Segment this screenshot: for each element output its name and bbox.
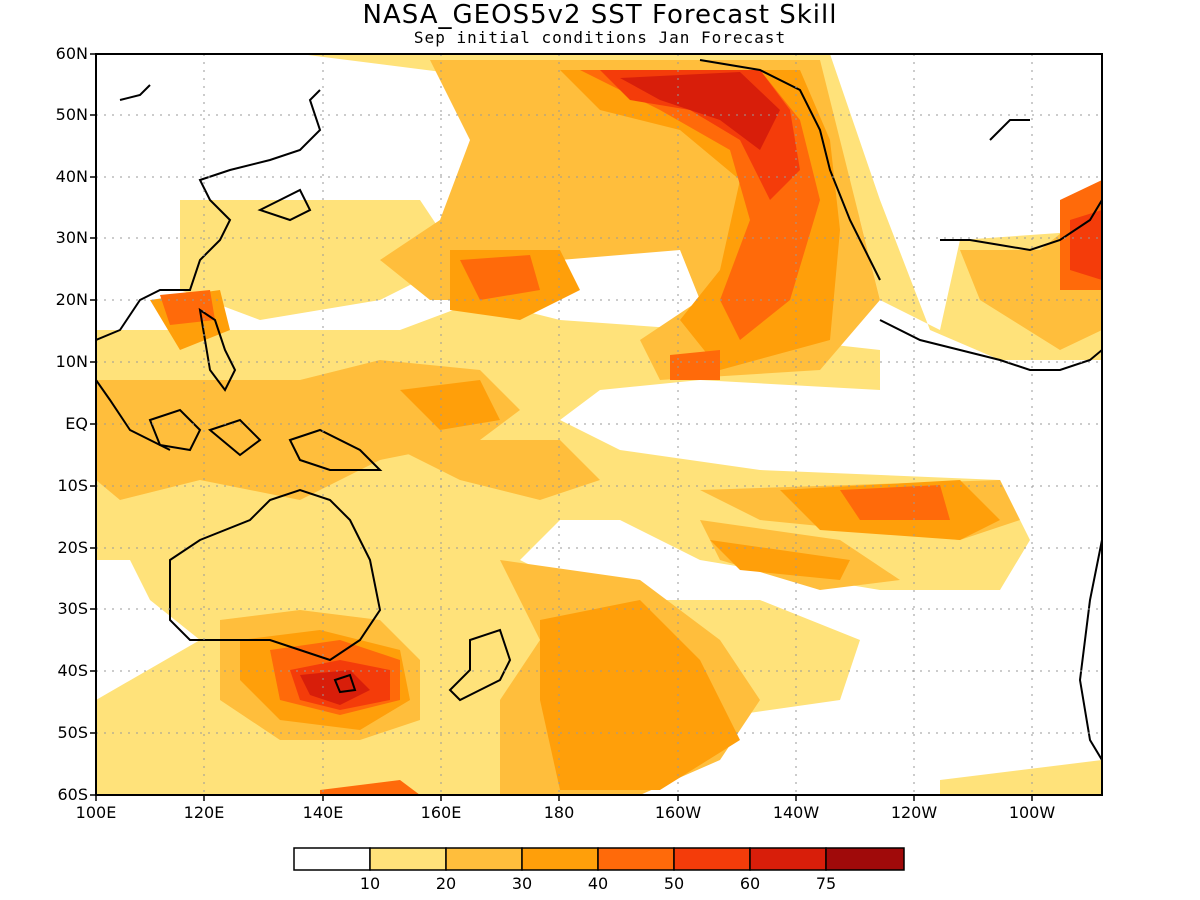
lat-label: 40N <box>55 167 88 186</box>
colorbar-box-6 <box>673 847 751 871</box>
colorbar-label: 60 <box>739 874 761 893</box>
lon-label: 100E <box>75 803 117 822</box>
colorbar-label: 75 <box>815 874 837 893</box>
lon-label: 120W <box>890 803 938 822</box>
lon-label: 180 <box>543 803 575 822</box>
colorbar-box-3 <box>445 847 523 871</box>
colorbar-box-5 <box>597 847 675 871</box>
colorbar-box-1 <box>293 847 371 871</box>
axis-ticks <box>90 53 1033 801</box>
lat-label: 50N <box>55 105 88 124</box>
lat-label: 50S <box>57 723 88 742</box>
map-title: NASA_GEOS5v2 SST Forecast Skill <box>362 0 838 30</box>
map-subtitle: Sep initial conditions Jan Forecast <box>413 28 787 47</box>
colorbar-label: 20 <box>435 874 457 893</box>
colorbar-box-8 <box>825 847 905 871</box>
lon-label: 160W <box>654 803 702 822</box>
coastlines <box>96 59 1102 761</box>
lon-label: 140W <box>772 803 820 822</box>
lat-label: 30S <box>57 599 88 618</box>
colorbar-box-2 <box>369 847 447 871</box>
colorbar <box>293 847 905 871</box>
lat-label: 60N <box>55 44 88 63</box>
lon-label: 140E <box>302 803 344 822</box>
colorbar-label: 10 <box>359 874 381 893</box>
colorbar-label: 30 <box>511 874 533 893</box>
lat-label: 10N <box>55 352 88 371</box>
skill-field <box>96 54 1102 795</box>
colorbar-label: 40 <box>587 874 609 893</box>
lat-label: 60S <box>57 785 88 804</box>
lat-label: 30N <box>55 228 88 247</box>
colorbar-label: 50 <box>663 874 685 893</box>
colorbar-box-7 <box>749 847 827 871</box>
lon-label: 120E <box>183 803 225 822</box>
lat-label: 40S <box>57 661 88 680</box>
gridlines <box>96 54 1102 795</box>
lon-label: 100W <box>1008 803 1056 822</box>
lat-label: 20S <box>57 538 88 557</box>
colorbar-box-4 <box>521 847 599 871</box>
lat-label: 10S <box>57 476 88 495</box>
lat-label: EQ <box>65 414 88 433</box>
lat-label: 20N <box>55 290 88 309</box>
lon-label: 160E <box>420 803 462 822</box>
